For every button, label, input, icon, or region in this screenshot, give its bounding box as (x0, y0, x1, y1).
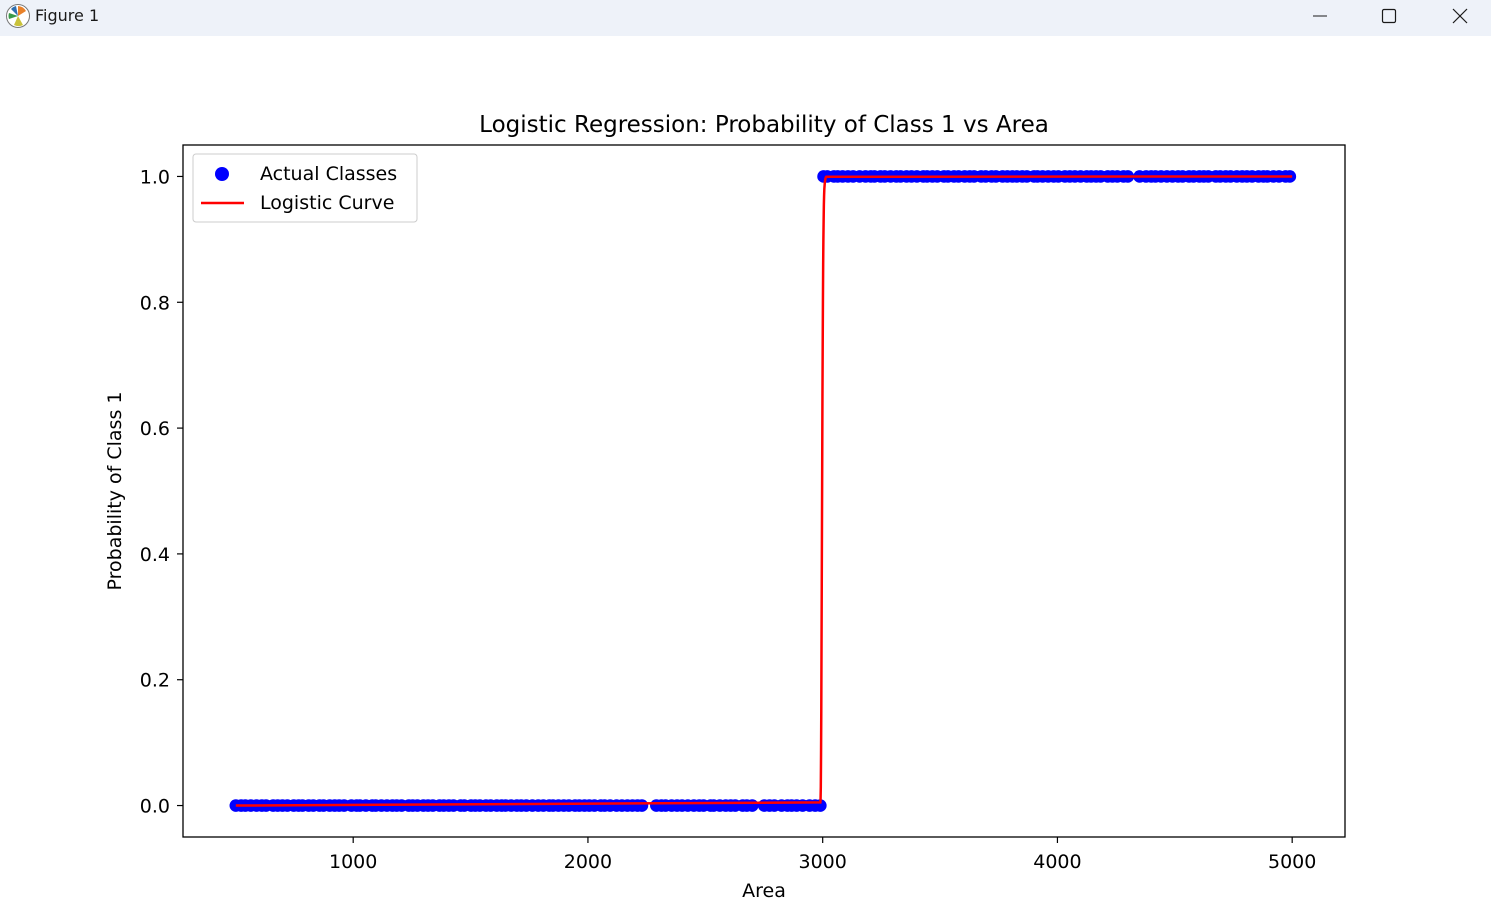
scatter-point (635, 799, 649, 812)
x-tick-label: 3000 (799, 851, 847, 873)
y-tick-label: 0.2 (140, 670, 170, 692)
scatter-series-actual-classes (229, 170, 1297, 812)
x-tick-label: 4000 (1033, 851, 1081, 873)
chart-figure: Logistic Regression: Probability of Clas… (104, 112, 1346, 902)
legend-label-logistic-curve: Logistic Curve (260, 192, 394, 214)
y-tick-label: 0.4 (140, 544, 170, 566)
maximize-button[interactable] (1357, 0, 1421, 32)
y-tick-label: 0.8 (140, 292, 170, 314)
y-axis-label: Probability of Class 1 (104, 392, 126, 591)
minimize-button[interactable] (1288, 0, 1352, 32)
x-axis-label: Area (742, 880, 786, 902)
logistic-curve-line (235, 175, 1293, 807)
x-axis-ticks: 1000 2000 3000 4000 5000 (329, 837, 1316, 873)
x-tick-label: 1000 (329, 851, 377, 873)
scatter-point (745, 799, 759, 812)
legend-marker-actual-classes (215, 167, 229, 181)
close-icon (1452, 8, 1468, 24)
plot-frame (182, 144, 1346, 838)
x-tick-label: 2000 (564, 851, 612, 873)
x-tick-label: 5000 (1268, 851, 1316, 873)
window-title: Figure 1 (35, 6, 100, 25)
matplotlib-icon (6, 4, 30, 28)
y-tick-label: 0.0 (140, 796, 170, 818)
y-axis-ticks: 0.0 0.2 0.4 0.6 0.8 1.0 (140, 166, 183, 818)
window-titlebar[interactable]: Figure 1 (0, 0, 1491, 36)
minimize-icon (1313, 15, 1327, 17)
legend: Actual Classes Logistic Curve (192, 153, 418, 223)
legend-label-actual-classes: Actual Classes (260, 163, 397, 185)
y-tick-label: 0.6 (140, 418, 170, 440)
legend-frame (192, 153, 418, 223)
close-button[interactable] (1428, 0, 1491, 32)
line-series-logistic-curve (235, 175, 1293, 807)
chart-title: Logistic Regression: Probability of Clas… (479, 112, 1049, 138)
y-tick-label: 1.0 (140, 166, 170, 188)
maximize-icon (1381, 8, 1397, 24)
